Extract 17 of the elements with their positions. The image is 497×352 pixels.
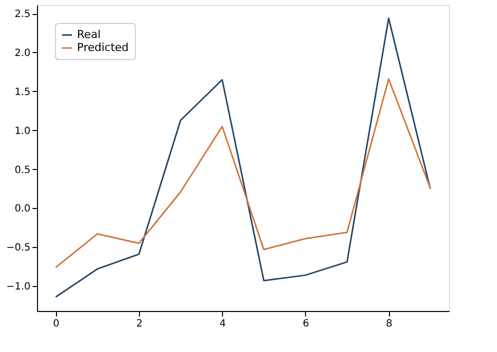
y-tick-label: 2.0 [14,48,30,59]
y-tick-label: 2.5 [14,9,30,20]
y-tick-label: 0.0 [14,204,30,215]
y-tick-label: 1.5 [14,86,30,98]
x-tick-label: 0 [53,318,60,330]
x-tick-label: 6 [302,318,310,330]
y-tick-label: 0.5 [14,164,30,176]
legend-label: Real [77,28,101,41]
legend-label: Predicted [77,41,129,54]
y-tick-label: −0.5 [6,242,30,254]
x-tick-label: 2 [136,318,143,330]
line-series [54,17,432,298]
y-tick-label: −1.0 [6,282,30,293]
y-tick-label: 1.0 [14,126,30,137]
x-tick-label: 4 [220,318,226,330]
x-tick-label: 8 [386,318,392,330]
line-series [54,78,432,268]
